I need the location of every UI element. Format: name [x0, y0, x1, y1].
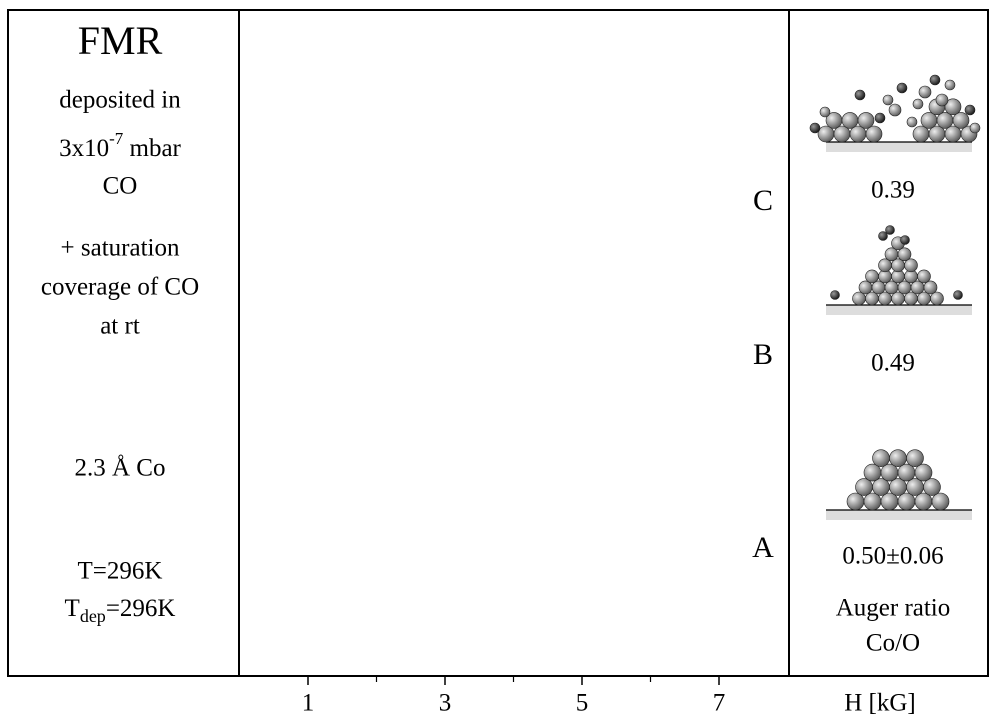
particle: [917, 269, 931, 284]
particle: [889, 449, 907, 467]
particle: [817, 125, 835, 143]
particle: [874, 112, 886, 124]
particle: [953, 290, 963, 300]
particle: [885, 225, 895, 235]
particle: [944, 79, 956, 91]
label: T: [65, 595, 80, 622]
particle: [889, 478, 907, 496]
particle: [854, 89, 866, 101]
particle: [880, 463, 899, 482]
particle: [930, 291, 944, 306]
caption: Auger ratio: [836, 595, 951, 622]
particle: [935, 93, 949, 107]
substrate: [826, 510, 972, 520]
label: mbar: [123, 135, 181, 162]
particle: [923, 478, 941, 496]
particle: [923, 280, 938, 295]
particle: [897, 463, 916, 482]
particle: [888, 103, 902, 117]
particle: [944, 125, 962, 143]
particle: [969, 122, 981, 134]
curve-label: B: [753, 338, 773, 371]
particle: [865, 125, 883, 143]
caption: Co/O: [866, 630, 920, 657]
particle: [855, 478, 873, 496]
label: at rt: [100, 313, 140, 340]
particle: [906, 478, 924, 496]
label: =296K: [106, 595, 176, 622]
label: CO: [103, 173, 138, 200]
particle: [865, 269, 879, 284]
particle: [904, 258, 918, 273]
plot: 1 3 5 7 C B A: [302, 184, 774, 717]
label: 3x10-7 mbar: [59, 129, 181, 162]
x-axis-label: H [kG]: [844, 690, 916, 717]
particle: [900, 235, 910, 245]
x-tick-label: 3: [439, 690, 452, 717]
particle: [841, 112, 859, 129]
label: Tdep=296K: [65, 595, 176, 626]
curve-label: A: [752, 531, 774, 564]
substrate: [826, 142, 972, 152]
curve-label: C: [753, 184, 773, 217]
particle: [833, 125, 851, 143]
particle: [928, 125, 946, 143]
ratio: 0.49: [871, 350, 915, 377]
label: 3x10: [59, 135, 109, 162]
label: coverage of CO: [41, 274, 199, 301]
right-panel: 0.39 0.49 0.50±0.06 Auger ratio Co/O: [836, 177, 951, 657]
particle: [846, 492, 865, 511]
ratio: 0.50±0.06: [842, 543, 943, 570]
particle: [912, 125, 930, 143]
particle: [872, 449, 890, 467]
particle: [896, 82, 908, 94]
x-tick-label: 1: [302, 690, 315, 717]
particle: [882, 94, 894, 106]
superscript: -7: [109, 129, 124, 148]
particle: [863, 463, 882, 482]
particle: [819, 106, 831, 118]
particle: [906, 449, 924, 467]
substrate: [826, 305, 972, 315]
particle: [918, 85, 932, 99]
particle: [931, 492, 950, 511]
particle: [857, 112, 875, 129]
label: deposited in: [59, 87, 181, 114]
x-tick-label: 7: [713, 690, 726, 717]
particle: [880, 492, 899, 511]
particle: [872, 478, 890, 496]
label: + saturation: [61, 235, 180, 262]
particle: [878, 231, 888, 241]
title: FMR: [78, 18, 163, 63]
frame: [7, 9, 989, 677]
particle: [849, 125, 867, 143]
subscript: dep: [80, 606, 106, 626]
particle: [920, 112, 938, 129]
particle: [809, 122, 821, 134]
label: 2.3 Å Co: [75, 455, 166, 482]
particle: [863, 492, 882, 511]
x-tick-label: 5: [576, 690, 589, 717]
particle: [952, 112, 970, 129]
particle: [897, 247, 912, 262]
particle: [830, 290, 840, 300]
particle: [964, 104, 976, 116]
ratio: 0.39: [871, 177, 915, 204]
particle: [897, 492, 916, 511]
particle: [914, 492, 933, 511]
particle-illustrations: [809, 74, 981, 520]
particle: [944, 98, 962, 116]
particle: [929, 74, 941, 86]
particle: [936, 112, 954, 129]
left-panel: FMR deposited in 3x10-7 mbar CO + satura…: [41, 18, 199, 626]
particle: [912, 98, 924, 110]
label: T=296K: [78, 558, 163, 585]
particle: [914, 463, 933, 482]
particle: [906, 116, 918, 128]
